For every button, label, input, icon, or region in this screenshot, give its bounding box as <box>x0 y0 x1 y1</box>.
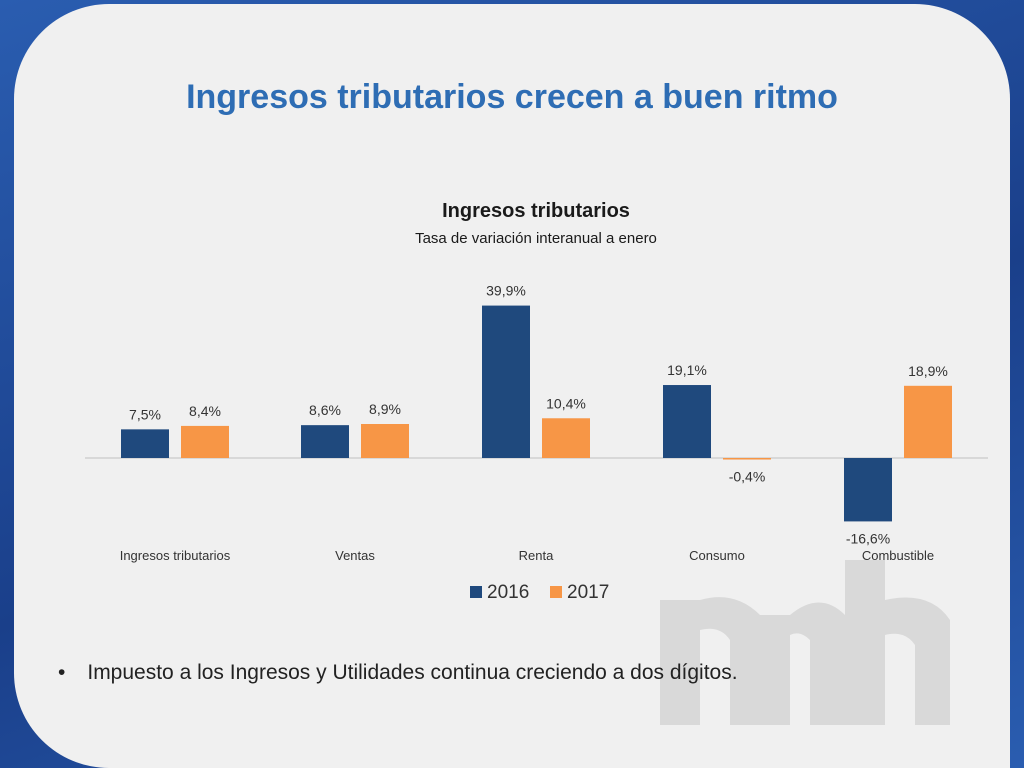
mh-logo-watermark-icon <box>660 560 950 725</box>
chart-legend: 2016 2017 <box>470 582 609 603</box>
bar-2016-3 <box>663 385 711 458</box>
data-label-2016-1: 8,6% <box>309 402 341 418</box>
category-label-2: Renta <box>519 548 554 563</box>
chart-bars <box>85 305 988 522</box>
category-label-1: Ventas <box>335 548 375 563</box>
data-label-2016-0: 7,5% <box>129 406 161 422</box>
bar-2017-4 <box>904 385 952 458</box>
data-label-2017-2: 10,4% <box>546 395 586 411</box>
bar-2017-1 <box>361 424 409 458</box>
legend-swatch-2016 <box>470 586 482 598</box>
category-label-4: Combustible <box>862 548 934 563</box>
data-label-2017-4: 18,9% <box>908 363 948 379</box>
category-label-0: Ingresos tributarios <box>120 548 231 563</box>
slide-title: Ingresos tributarios crecen a buen ritmo <box>186 78 838 116</box>
data-label-2017-0: 8,4% <box>189 403 221 419</box>
chart-category-labels: Ingresos tributarios Ventas Renta Consumo Co… <box>120 548 934 563</box>
bar-2017-3 <box>723 458 771 460</box>
chart-subtitle: Tasa de variación interanual a enero <box>415 230 657 247</box>
bar-2017-2 <box>542 418 590 458</box>
data-label-2016-4: -16,6% <box>846 530 890 546</box>
chart-data-labels: 7,5% 8,6% 39,9% 19,1% -16,6% 8,4% 8,9% 10,4% -0,… <box>129 283 948 547</box>
bullet-point: • Impuesto a los Ingresos y Utilidades c… <box>58 661 738 685</box>
data-label-2016-3: 19,1% <box>667 362 707 378</box>
bar-2016-4 <box>844 458 892 522</box>
legend-label-2016: 2016 <box>487 582 529 603</box>
bar-2016-2 <box>482 305 530 458</box>
data-label-2017-1: 8,9% <box>369 401 401 417</box>
bar-2017-0 <box>181 425 229 458</box>
bullet-text: Impuesto a los Ingresos y Utilidades con… <box>87 661 738 684</box>
legend-label-2017: 2017 <box>567 582 609 603</box>
data-label-2016-2: 39,9% <box>486 283 526 299</box>
chart-title: Ingresos tributarios <box>442 200 630 222</box>
category-label-3: Consumo <box>689 548 745 563</box>
data-label-2017-3: -0,4% <box>729 469 766 485</box>
bar-2016-1 <box>301 425 349 458</box>
bullet-symbol: • <box>58 661 66 684</box>
bar-2016-0 <box>121 429 169 458</box>
legend-swatch-2017 <box>550 586 562 598</box>
